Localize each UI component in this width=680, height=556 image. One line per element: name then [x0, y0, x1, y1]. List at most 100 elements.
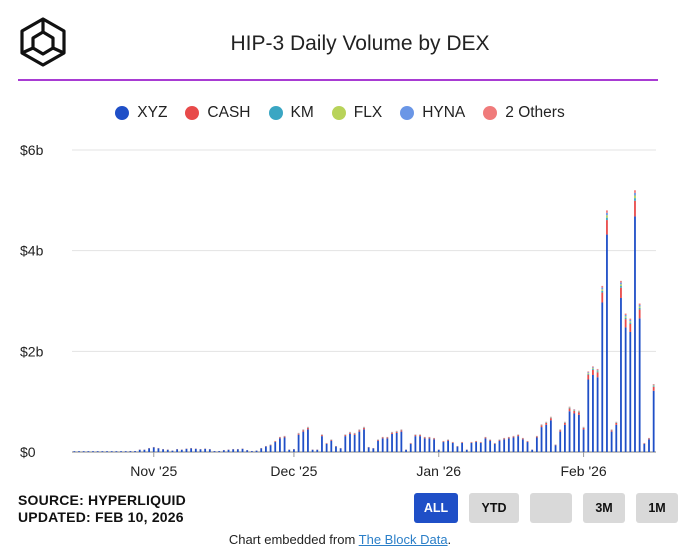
bar-segment-xyz	[236, 449, 239, 452]
bar-segment-cash	[615, 423, 618, 425]
bar-segment-cash	[391, 432, 393, 434]
bar-segment-2-others	[587, 371, 590, 373]
bar-segment-xyz	[535, 437, 538, 452]
title-divider	[18, 79, 658, 81]
volume-chart: $0 $2b $4b $6b Nov '25 Dec '25 Jan '26 Feb '26	[20, 142, 656, 479]
bar-segment-xyz	[423, 438, 426, 452]
bar-segment-xyz	[157, 448, 160, 452]
bar-segment-cash	[414, 435, 417, 437]
bar-segment-xyz	[335, 446, 337, 452]
bar-segment-cash	[423, 437, 426, 439]
range-1m-button[interactable]: 1M	[636, 493, 678, 523]
bar-segment-xyz	[96, 451, 99, 452]
bar-segment-cash	[461, 442, 464, 443]
bar-segment-xyz	[344, 436, 347, 452]
bar-segment-cash	[592, 369, 594, 375]
bar-segment-cash	[601, 292, 604, 303]
bar-segment-km	[620, 286, 622, 288]
bar-segment-cash	[489, 439, 492, 441]
bar-segment-xyz	[629, 331, 632, 452]
bar-segment-hyna	[606, 212, 608, 216]
legend-item-hyna[interactable]: HYNA	[400, 104, 465, 122]
the-block-data-link[interactable]: The Block Data	[358, 532, 448, 547]
bar-segment-cash	[606, 220, 608, 235]
bar-segment-cash	[526, 441, 529, 443]
bar-segment-xyz	[358, 431, 361, 452]
bar-segment-xyz	[302, 431, 305, 452]
bar-segment-km	[592, 369, 594, 370]
bar-segment-xyz	[134, 451, 136, 452]
y-tick-label: $6b	[20, 142, 44, 158]
bar-segment-xyz	[87, 451, 90, 452]
bar-segment-hyna	[638, 305, 641, 307]
x-tick-label: Dec '25	[270, 463, 317, 479]
bar-segment-cash	[409, 443, 412, 444]
bar-segment-cash	[652, 386, 655, 391]
bar-segment-2-others	[624, 313, 627, 315]
bar-segment-cash	[545, 423, 548, 425]
bar-segment-xyz	[437, 449, 440, 452]
bar-segment-xyz	[634, 216, 636, 452]
range-blank-button[interactable]	[530, 493, 572, 523]
bar-segment-xyz	[638, 318, 641, 452]
legend-dot-icon	[185, 106, 200, 120]
bar-segment-xyz	[470, 442, 473, 452]
bar-segment-cash	[559, 430, 562, 432]
bar-segment-cash	[395, 431, 398, 433]
range-all-button[interactable]: ALL	[414, 493, 458, 523]
bar-segment-xyz	[311, 449, 314, 452]
x-axis-ticks: Nov '25 Dec '25 Jan '26 Feb '26	[130, 452, 607, 479]
bar-segment-cash	[540, 425, 543, 428]
legend: XYZ CASH KM FLX HYNA 2 Others	[0, 104, 680, 122]
bar-segment-cash	[274, 441, 277, 443]
legend-item-xyz[interactable]: XYZ	[115, 104, 167, 122]
bar-segment-xyz	[391, 433, 393, 452]
legend-item-flx[interactable]: FLX	[331, 104, 382, 122]
bar-segment-xyz	[246, 450, 249, 452]
bar-segment-cash	[433, 438, 435, 440]
legend-item-cash[interactable]: CASH	[185, 104, 251, 122]
bar-segment-xyz	[180, 449, 183, 452]
range-ytd-button[interactable]: YTD	[469, 493, 519, 523]
bar-segment-xyz	[101, 451, 104, 452]
bar-segment-cash	[297, 433, 300, 435]
bar-segment-xyz	[652, 390, 655, 452]
bar-segment-cash	[596, 372, 599, 378]
bar-segment-xyz	[148, 448, 150, 452]
bar-segment-xyz	[218, 451, 221, 452]
bar-segment-cash	[400, 430, 403, 432]
bar-segment-xyz	[190, 448, 193, 452]
bar-segment-cash	[358, 430, 361, 432]
bar-segment-xyz	[185, 448, 188, 452]
bar-segment-xyz	[615, 424, 618, 452]
bar-segment-cash	[620, 287, 622, 298]
chart-bars	[73, 190, 655, 452]
bar-segment-xyz	[288, 449, 291, 452]
range-3m-button[interactable]: 3M	[583, 493, 625, 523]
bar-segment-xyz	[624, 327, 627, 452]
bar-segment-xyz	[162, 449, 165, 452]
bar-segment-xyz	[78, 451, 80, 452]
bar-segment-cash	[442, 441, 445, 443]
bar-segment-xyz	[106, 451, 108, 452]
bar-segment-2-others	[596, 368, 599, 370]
bar-segment-cash	[386, 437, 389, 439]
bar-segment-2-others	[638, 303, 641, 306]
bar-segment-xyz	[606, 234, 608, 452]
source-label: SOURCE: HYPERLIQUID	[18, 492, 186, 508]
legend-label: KM	[290, 104, 314, 121]
bar-segment-cash	[503, 438, 506, 440]
bar-segment-cash	[629, 323, 632, 332]
bar-segment-xyz	[367, 447, 370, 452]
bar-segment-km	[652, 386, 655, 387]
bar-segment-xyz	[377, 440, 379, 452]
legend-item-others[interactable]: 2 Others	[483, 104, 565, 122]
bar-segment-xyz	[213, 451, 216, 452]
legend-label: 2 Others	[505, 104, 565, 121]
x-tick-label: Jan '26	[416, 463, 461, 479]
bar-segment-xyz	[250, 451, 253, 452]
source-block: SOURCE: HYPERLIQUID UPDATED: FEB 10, 202…	[18, 492, 186, 526]
bar-segment-cash	[283, 436, 286, 438]
bar-segment-xyz	[582, 429, 585, 452]
legend-item-km[interactable]: KM	[268, 104, 314, 122]
